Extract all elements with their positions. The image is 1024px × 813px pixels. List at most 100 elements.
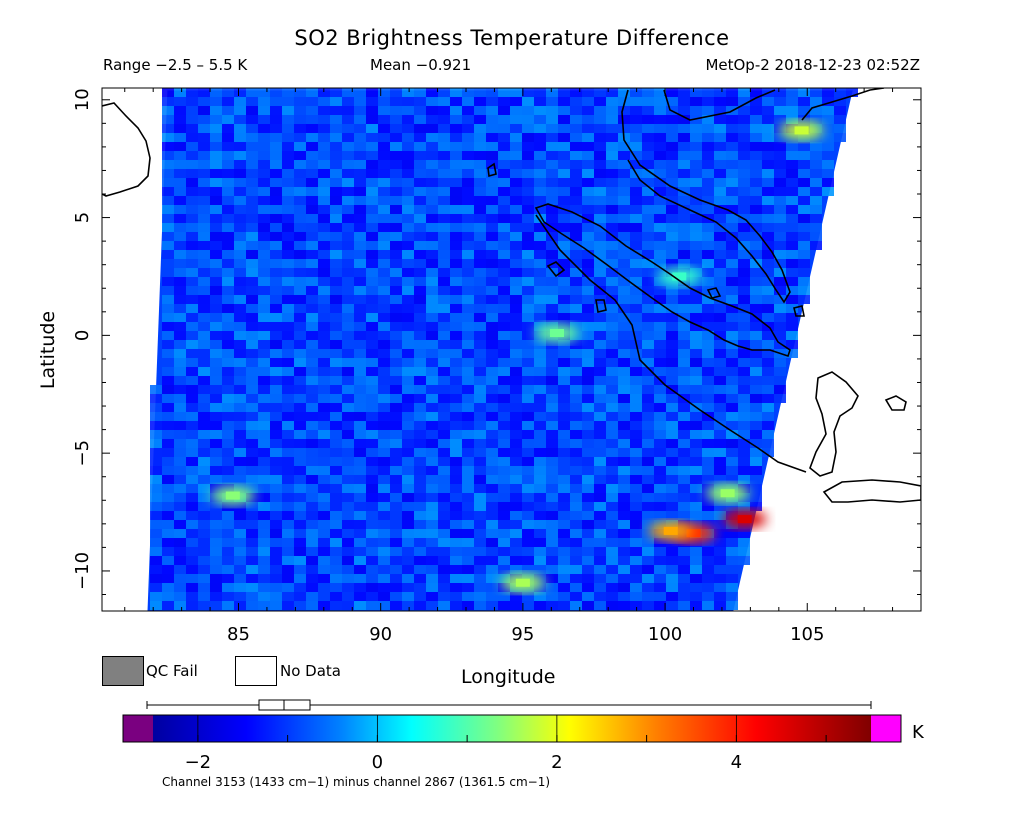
swath-cell [162, 484, 174, 493]
swath-cell [546, 97, 558, 106]
swath-cell [462, 349, 474, 358]
swath-cell [678, 358, 690, 367]
swath-cell [570, 583, 582, 592]
swath-cell [462, 259, 474, 268]
swath-cell [546, 511, 558, 520]
swath-cell [294, 277, 306, 286]
swath-cell [618, 349, 630, 358]
swath-cell [810, 205, 822, 214]
swath-cell [354, 313, 366, 322]
swath-cell [402, 88, 414, 97]
swath-cell [186, 376, 198, 385]
swath-cell [690, 151, 702, 160]
swath-cell [378, 187, 390, 196]
swath-cell [606, 592, 618, 601]
swath-cell [486, 250, 498, 259]
swath-cell [702, 295, 714, 304]
swath-cell [726, 430, 738, 439]
swath-cell [162, 394, 174, 403]
swath-cell [774, 106, 786, 115]
swath-cell [354, 403, 366, 412]
swath-cell [810, 115, 822, 124]
swath-cell [474, 520, 486, 529]
swath-cell [726, 583, 738, 592]
swath-cell [534, 178, 546, 187]
swath-cell [198, 295, 210, 304]
swath-cell [306, 250, 318, 259]
swath-cell [558, 178, 570, 187]
swath-cell [162, 223, 174, 232]
swath-cell [174, 583, 186, 592]
swath-cell [186, 574, 198, 583]
swath-cell [246, 214, 258, 223]
swath-cell [642, 169, 654, 178]
swath-cell [690, 484, 702, 493]
swath-cell [438, 223, 450, 232]
swath-cell [534, 169, 546, 178]
swath-cell [738, 502, 750, 511]
swath-cell [426, 223, 438, 232]
swath-cell [582, 601, 594, 610]
swath-cell [714, 340, 726, 349]
swath-cell [162, 439, 174, 448]
swath-cell [174, 97, 186, 106]
swath-cell [366, 448, 378, 457]
swath-cell [534, 88, 546, 97]
swath-cell [318, 520, 330, 529]
swath-cell [702, 124, 714, 133]
swath-cell [666, 484, 678, 493]
swath-cell [450, 565, 462, 574]
swath-cell [318, 430, 330, 439]
swath-cell [342, 205, 354, 214]
swath-cell [426, 457, 438, 466]
swath-cell [378, 133, 390, 142]
swath-cell [474, 484, 486, 493]
swath-cell [774, 322, 786, 331]
swath-cell [330, 520, 342, 529]
swath-cell [222, 133, 234, 142]
swath-cell [702, 259, 714, 268]
swath-cell [462, 286, 474, 295]
swath-cell [510, 304, 522, 313]
swath-cell [606, 268, 618, 277]
swath-cell [834, 124, 846, 133]
swath-cell [402, 214, 414, 223]
swath-cell [498, 124, 510, 133]
swath-cell [630, 349, 642, 358]
swath-cell [474, 394, 486, 403]
swath-cell [738, 556, 750, 565]
swath-cell [222, 313, 234, 322]
swath-cell [738, 439, 750, 448]
swath-cell [378, 511, 390, 520]
swath-cell [174, 187, 186, 196]
swath-cell [690, 394, 702, 403]
swath-cell [654, 358, 666, 367]
swath-cell [654, 106, 666, 115]
swath-cell [438, 349, 450, 358]
swath-cell [594, 502, 606, 511]
swath-cell [762, 160, 774, 169]
swath-cell [186, 133, 198, 142]
swath-cell [570, 484, 582, 493]
swath-cell [246, 151, 258, 160]
swath-cell [318, 232, 330, 241]
swath-cell [342, 358, 354, 367]
swath-cell [210, 592, 222, 601]
swath-cell [402, 592, 414, 601]
swath-cell [486, 259, 498, 268]
swath-cell [438, 475, 450, 484]
swath-cell [654, 142, 666, 151]
swath-cell [306, 430, 318, 439]
swath-cell [258, 241, 270, 250]
swath-cell [270, 160, 282, 169]
swath-cell [306, 349, 318, 358]
swath-cell [318, 304, 330, 313]
swath-cell [186, 88, 198, 97]
swath-cell [510, 403, 522, 412]
swath-cell [726, 529, 738, 538]
swath-cell [714, 349, 726, 358]
swath-cell [390, 601, 402, 610]
swath-cell [678, 97, 690, 106]
swath-cell [702, 115, 714, 124]
swath-cell [630, 511, 642, 520]
